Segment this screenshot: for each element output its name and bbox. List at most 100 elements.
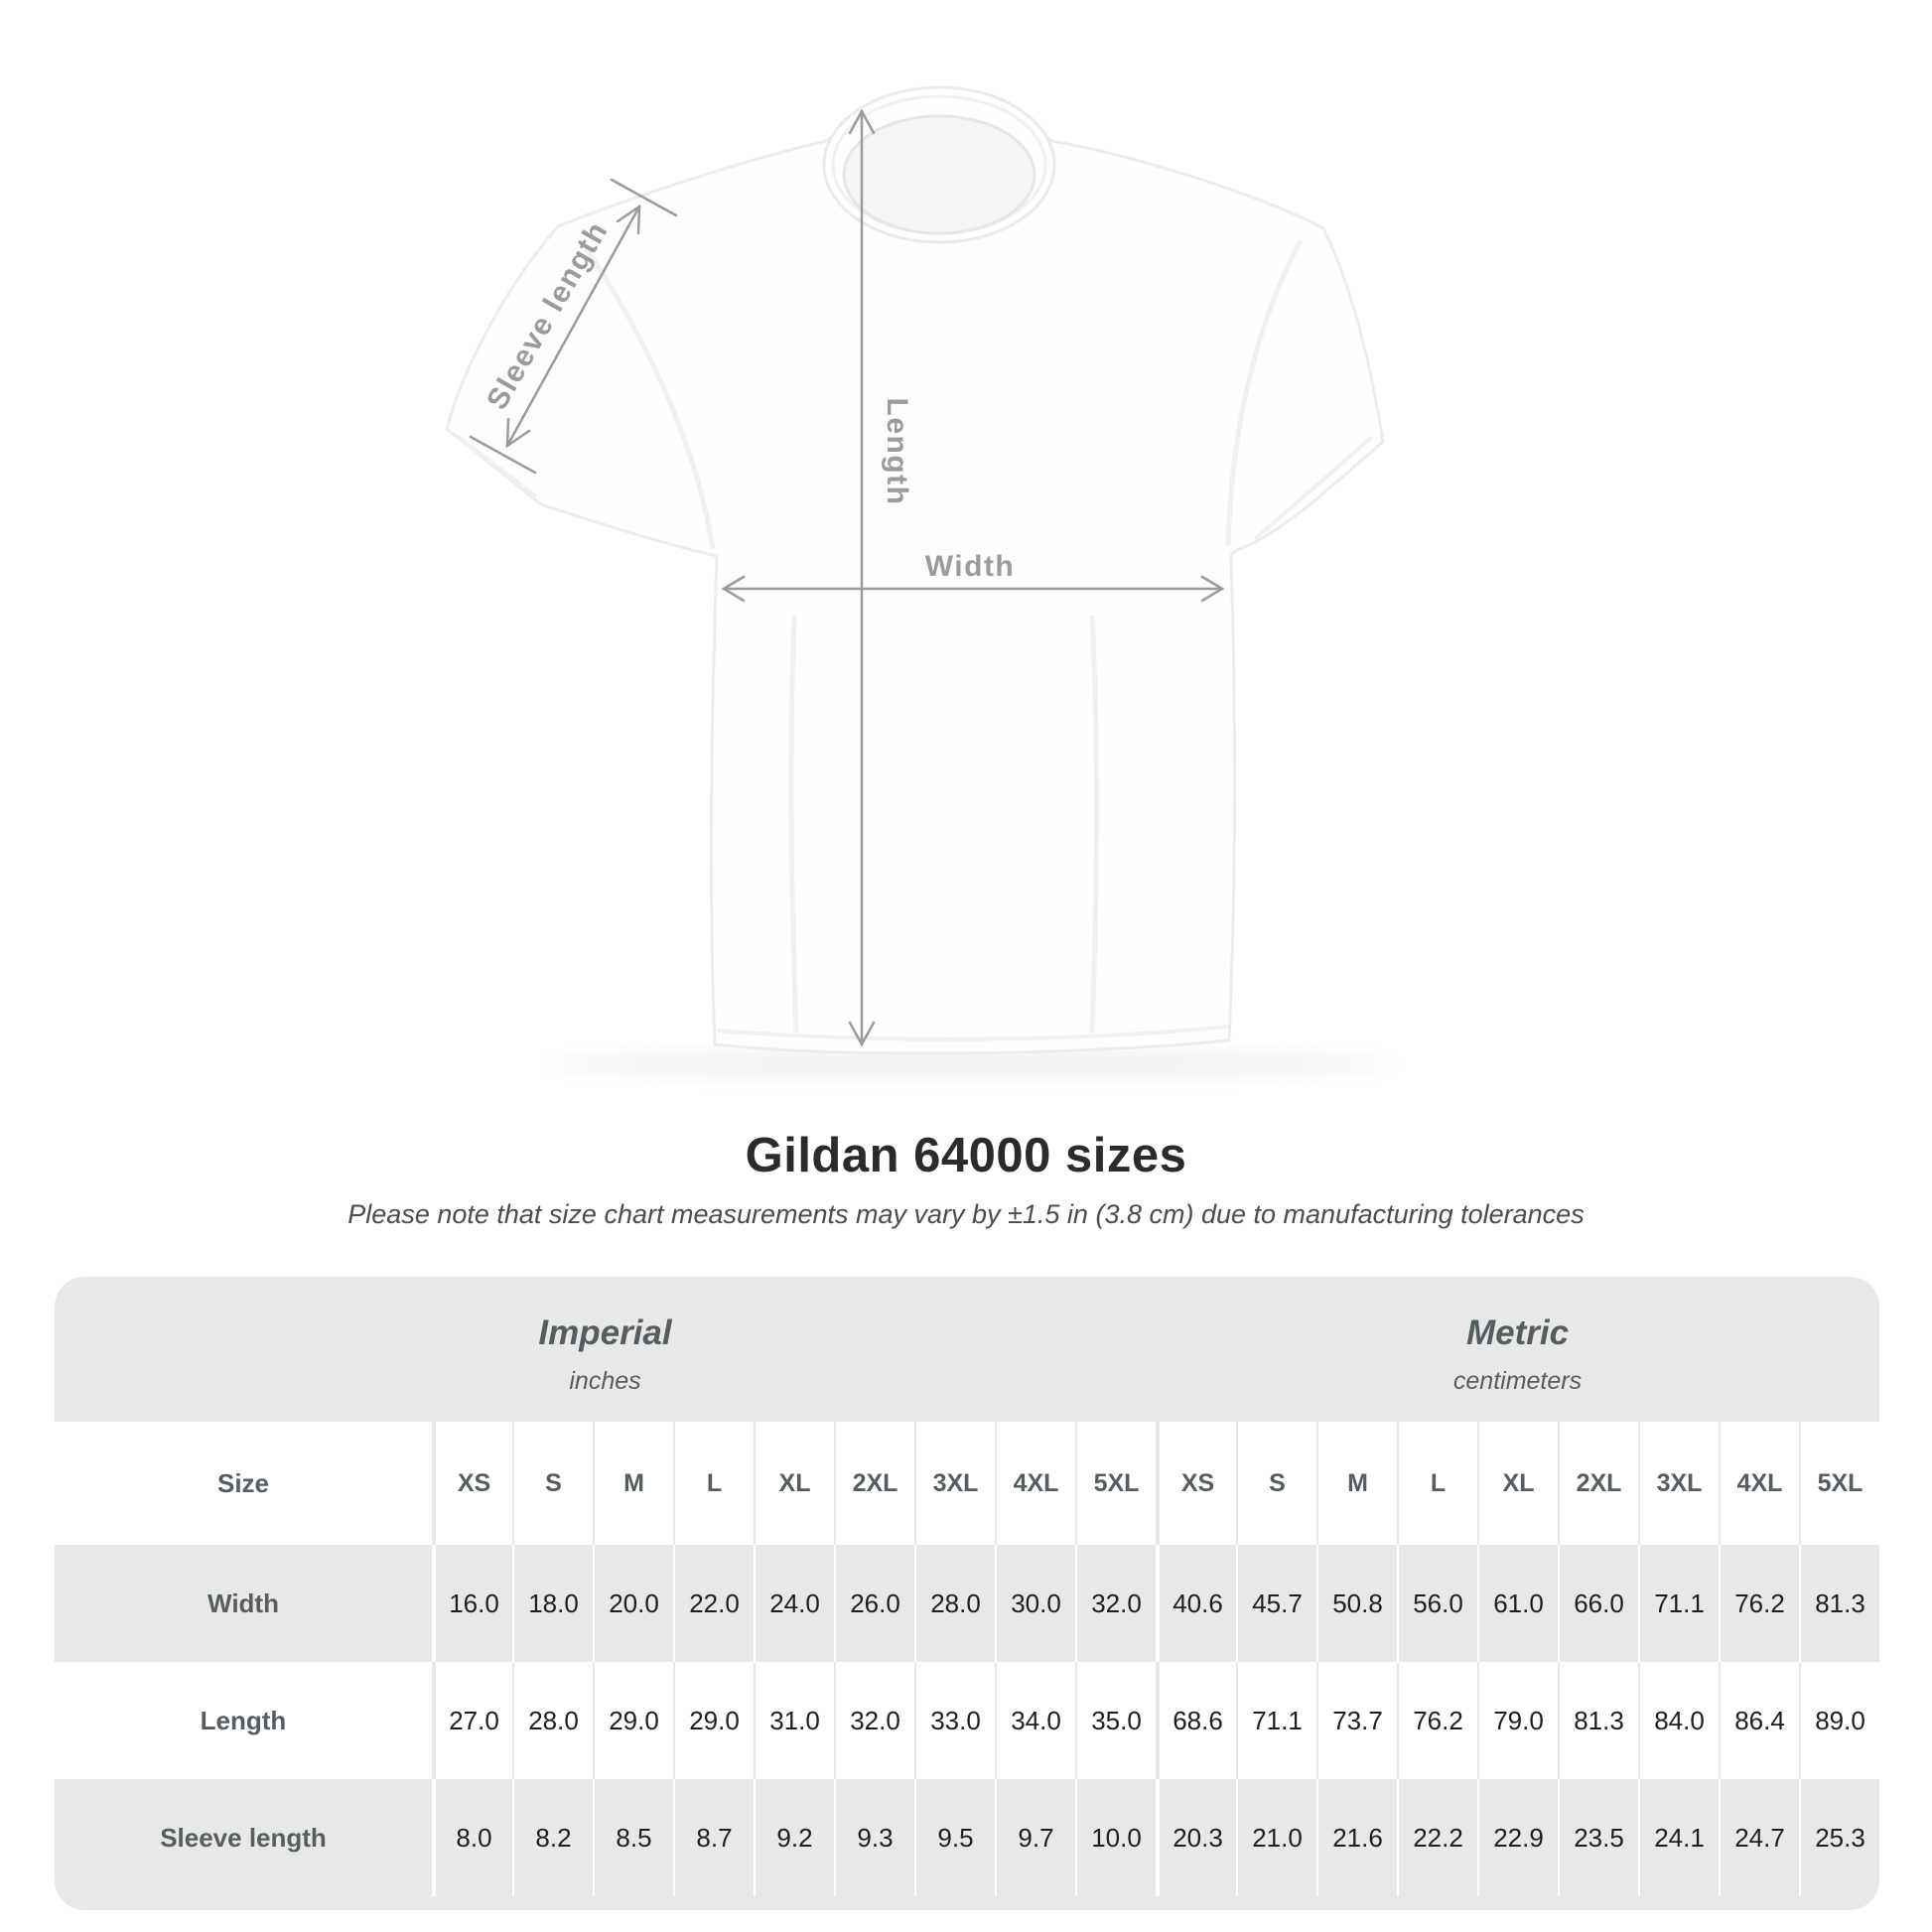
metric-title: Metric (1465, 1312, 1570, 1352)
table-cell: 66.0 (1558, 1545, 1638, 1662)
width-label: Width (924, 550, 1016, 583)
table-cell: 29.0 (673, 1662, 754, 1779)
table-cell: 76.2 (1719, 1545, 1799, 1662)
page-title: Gildan 64000 sizes (745, 1129, 1187, 1182)
table-cell: 81.3 (1799, 1545, 1879, 1662)
sleeve-length-arrow (469, 178, 678, 475)
tshirt-outline (445, 111, 1385, 1055)
table-cell: 32.0 (1075, 1545, 1156, 1662)
shirt-measurement-diagram: Sleeve length Length Width (445, 85, 1398, 1080)
table-cell: 22.2 (1397, 1779, 1477, 1896)
table-cell: 68.6 (1156, 1662, 1236, 1779)
size-header: S (512, 1422, 593, 1545)
table-cell: 9.2 (754, 1779, 834, 1896)
table-cell: 21.0 (1236, 1779, 1316, 1896)
shirt-shadow (544, 1048, 1398, 1080)
row-label: Length (200, 1705, 287, 1735)
table-cell: 71.1 (1638, 1545, 1719, 1662)
table-cell: 8.2 (512, 1779, 593, 1896)
table-cell: 34.0 (995, 1662, 1075, 1779)
table-row-sleeve-length: Sleeve length 8.0 8.2 8.5 8.7 9.2 9.3 9.… (55, 1779, 1879, 1896)
table-cell: 22.9 (1477, 1779, 1558, 1896)
table-cell: 79.0 (1477, 1662, 1558, 1779)
size-header: 2XL (1558, 1422, 1638, 1545)
size-header: S (1236, 1422, 1316, 1545)
table-cell: 61.0 (1477, 1545, 1558, 1662)
size-column-header: Size (216, 1467, 270, 1498)
size-header: XL (754, 1422, 834, 1545)
table-cell: 9.5 (914, 1779, 995, 1896)
table-cell: 76.2 (1397, 1662, 1477, 1779)
table-cell: 21.6 (1316, 1779, 1397, 1896)
size-header: M (1316, 1422, 1397, 1545)
table-cell: 30.0 (995, 1545, 1075, 1662)
size-header: 3XL (1638, 1422, 1719, 1545)
sizes-header-row: Size XS S M L XL 2XL 3XL 4XL 5XL XS S M … (55, 1422, 1879, 1545)
row-label: Sleeve length (160, 1822, 327, 1853)
size-header: 4XL (995, 1422, 1075, 1545)
tshirt-graphic (445, 85, 1398, 1080)
length-arrow (848, 108, 876, 1047)
table-cell: 20.0 (593, 1545, 673, 1662)
imperial-section-header: Imperial inches (55, 1277, 1156, 1422)
table-cell: 8.0 (432, 1779, 512, 1896)
table-cell: 40.6 (1156, 1545, 1236, 1662)
width-arrow (721, 575, 1225, 603)
table-cell: 56.0 (1397, 1545, 1477, 1662)
table-cell: 24.7 (1719, 1779, 1799, 1896)
size-header: XL (1477, 1422, 1558, 1545)
table-cell: 10.0 (1075, 1779, 1156, 1896)
size-table: Imperial inches Metric centimeters Size … (55, 1277, 1879, 1910)
size-header: M (593, 1422, 673, 1545)
table-cell: 27.0 (432, 1662, 512, 1779)
table-row-width: Width 16.0 18.0 20.0 22.0 24.0 26.0 28.0… (55, 1545, 1879, 1662)
table-cell: 73.7 (1316, 1662, 1397, 1779)
table-cell: 45.7 (1236, 1545, 1316, 1662)
table-cell: 22.0 (673, 1545, 754, 1662)
table-cell: 8.7 (673, 1779, 754, 1896)
size-header: L (673, 1422, 754, 1545)
table-cell: 35.0 (1075, 1662, 1156, 1779)
table-row-length: Length 27.0 28.0 29.0 29.0 31.0 32.0 33.… (55, 1662, 1879, 1779)
table-cell: 29.0 (593, 1662, 673, 1779)
table-cell: 23.5 (1558, 1779, 1638, 1896)
table-cell: 71.1 (1236, 1662, 1316, 1779)
size-header: XS (432, 1422, 512, 1545)
table-cell: 89.0 (1799, 1662, 1879, 1779)
table-cell: 32.0 (834, 1662, 914, 1779)
table-cell: 50.8 (1316, 1545, 1397, 1662)
table-cell: 33.0 (914, 1662, 995, 1779)
metric-unit: centimeters (1452, 1366, 1583, 1395)
table-cell: 16.0 (432, 1545, 512, 1662)
table-cell: 20.3 (1156, 1779, 1236, 1896)
table-cell: 8.5 (593, 1779, 673, 1896)
metric-section-header: Metric centimeters (1156, 1277, 1879, 1422)
size-header: L (1397, 1422, 1477, 1545)
fabric-seams (457, 238, 1374, 1041)
section-header-row: Imperial inches Metric centimeters (55, 1277, 1879, 1422)
heading: Gildan 64000 sizes Please note that size… (0, 1128, 1932, 1230)
size-header: XS (1156, 1422, 1236, 1545)
table-cell: 24.0 (754, 1545, 834, 1662)
length-label: Length (881, 397, 913, 506)
table-cell: 28.0 (914, 1545, 995, 1662)
table-cell: 18.0 (512, 1545, 593, 1662)
size-header: 5XL (1799, 1422, 1879, 1545)
collar (822, 85, 1056, 244)
table-cell: 24.1 (1638, 1779, 1719, 1896)
table-cell: 81.3 (1558, 1662, 1638, 1779)
table-cell: 9.3 (834, 1779, 914, 1896)
table-cell: 84.0 (1638, 1662, 1719, 1779)
imperial-title: Imperial (538, 1312, 672, 1352)
size-header: 2XL (834, 1422, 914, 1545)
table-cell: 9.7 (995, 1779, 1075, 1896)
size-header: 4XL (1719, 1422, 1799, 1545)
table-cell: 25.3 (1799, 1779, 1879, 1896)
row-label: Width (207, 1587, 279, 1618)
tolerance-note: Please note that size chart measurements… (347, 1199, 1585, 1229)
table-cell: 86.4 (1719, 1662, 1799, 1779)
table-cell: 26.0 (834, 1545, 914, 1662)
table-cell: 28.0 (512, 1662, 593, 1779)
table-cell: 31.0 (754, 1662, 834, 1779)
